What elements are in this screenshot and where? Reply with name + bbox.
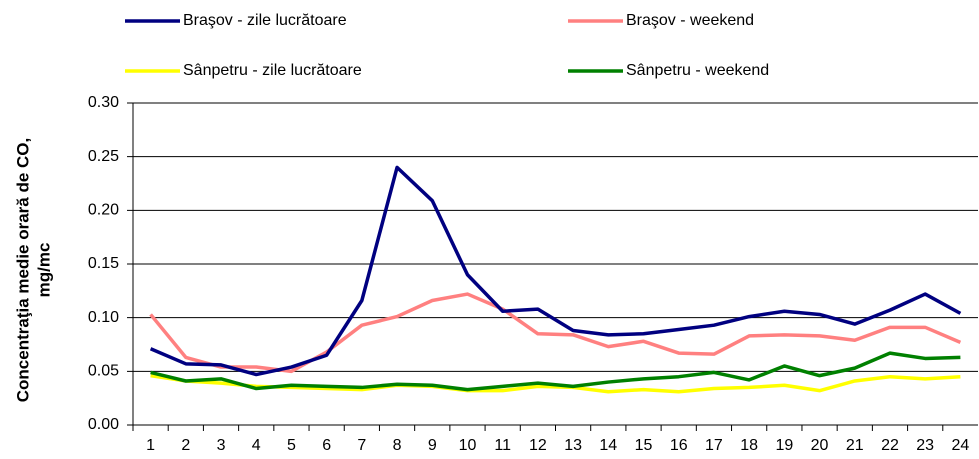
x-tick-label: 22 <box>881 437 899 454</box>
x-tick-label: 8 <box>393 437 402 454</box>
series-line <box>149 292 962 374</box>
y-label-line: Concentraţia medie orară de CO, <box>13 138 32 403</box>
x-tick-label: 13 <box>564 437 582 454</box>
x-tick-label: 17 <box>705 437 723 454</box>
legend-label: Braşov - weekend <box>626 12 754 29</box>
x-tick-label: 15 <box>635 437 653 454</box>
x-tick-label: 11 <box>494 437 511 454</box>
x-tick-label: 5 <box>287 437 296 454</box>
x-tick-label: 2 <box>181 437 190 454</box>
x-tick-label: 20 <box>811 437 829 454</box>
y-tick-label: 0.20 <box>88 202 119 219</box>
x-tick-label: 21 <box>846 437 864 454</box>
x-tick-label: 10 <box>459 437 477 454</box>
y-label-line: mg/mc <box>34 243 53 298</box>
y-tick-label: 0.25 <box>88 148 119 165</box>
x-tick-label: 19 <box>775 437 793 454</box>
x-tick-label: 9 <box>428 437 437 454</box>
x-tick-label: 4 <box>252 437 261 454</box>
series-line <box>150 351 961 392</box>
x-tick-label: 7 <box>357 437 366 454</box>
x-tick-label: 24 <box>951 437 969 454</box>
legend-label: Sânpetru - zile lucrătoare <box>183 62 362 79</box>
y-tick-label: 0.30 <box>88 94 119 111</box>
y-axis-label: Concentraţia medie orară de CO, mg/mc <box>13 138 53 403</box>
legend-label: Braşov - zile lucrătoare <box>183 12 347 29</box>
y-tick-label: 0.00 <box>88 416 119 433</box>
y-tick-label: 0.15 <box>88 255 119 272</box>
x-tick-label: 12 <box>529 437 547 454</box>
legend-label: Sânpetru - weekend <box>626 62 769 79</box>
series-line <box>149 165 962 377</box>
x-tick-label: 1 <box>146 437 155 454</box>
y-tick-label: 0.05 <box>88 363 119 380</box>
x-tick-label: 16 <box>670 437 688 454</box>
x-tick-label: 14 <box>599 437 617 454</box>
x-tick-label: 3 <box>217 437 226 454</box>
x-tick-label: 23 <box>916 437 934 454</box>
y-tick-label: 0.10 <box>88 309 119 326</box>
x-tick-label: 6 <box>322 437 331 454</box>
x-tick-label: 18 <box>740 437 758 454</box>
